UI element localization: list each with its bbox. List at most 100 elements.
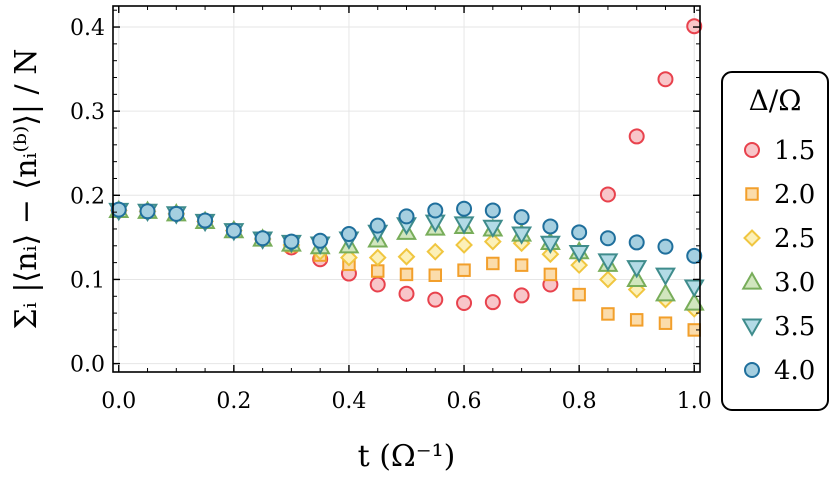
data-point: [486, 256, 500, 271]
legend-marker: [741, 271, 763, 290]
data-point: [368, 248, 387, 267]
data-point: [457, 263, 471, 277]
x-tick-label: 1.0: [677, 389, 712, 414]
data-point: [456, 295, 473, 312]
data-point: [139, 203, 156, 220]
data-point: [397, 247, 416, 266]
y-tick-label: 0.4: [70, 16, 105, 41]
data-point: [541, 245, 560, 264]
legend-item: 2.0: [745, 180, 815, 210]
data-point: [482, 219, 504, 239]
data-point: [654, 267, 676, 287]
x-tick-label: 0.2: [216, 389, 251, 414]
data-point: [312, 232, 329, 249]
data-point: [168, 205, 185, 222]
data-point: [484, 294, 501, 311]
data-point: [110, 201, 127, 218]
legend-item: 2.5: [743, 224, 815, 254]
legend-item: 1.5: [744, 136, 815, 166]
data-point: [197, 212, 214, 229]
data-point: [426, 242, 445, 261]
axis-ticks: 0.0 0.2 0.4 0.6 0.8 1.0 0.0 0.1 0.2 0.3 0.4: [70, 6, 712, 414]
data-point: [654, 282, 676, 302]
legend-item: 3.5: [741, 312, 815, 342]
legend-label: 2.5: [774, 224, 815, 254]
data-point: [369, 217, 386, 234]
data-point: [657, 71, 674, 88]
data-point: [513, 287, 530, 304]
data-point: [571, 224, 588, 241]
data-point: [369, 276, 386, 293]
x-axis-label: t (Ω⁻¹): [358, 439, 456, 474]
data-point: [601, 307, 615, 321]
data-point: [683, 292, 705, 311]
data-point: [511, 226, 533, 245]
legend-label: 2.0: [774, 180, 815, 210]
data-point: [340, 226, 357, 243]
y-axis-label: Σᵢ |⟨nᵢ⟩ − ⟨nᵢ⁽ᵇ⁾⟩| / N: [9, 49, 44, 330]
data-point: [626, 260, 648, 279]
legend-label: 4.0: [774, 356, 815, 386]
data-point: [599, 186, 616, 203]
data-point: [572, 287, 586, 302]
data-point: [657, 238, 674, 255]
legend-marker: [744, 362, 760, 378]
data-point: [254, 230, 271, 247]
legend-item: 4.0: [744, 356, 815, 386]
data-point: [398, 285, 415, 302]
data-point: [628, 234, 645, 251]
data-point: [570, 256, 589, 275]
data-point: [658, 316, 673, 330]
data-point: [629, 313, 644, 327]
legend-marker: [745, 187, 759, 201]
data-point: [453, 216, 475, 235]
data-point: [225, 222, 242, 239]
legend-marker: [741, 318, 763, 337]
data-point: [568, 244, 590, 264]
legend: Δ/Ω 1.5 2.0 2.5 3.0 3.5 4.0: [721, 71, 829, 411]
legend-items: 1.5 2.0 2.5 3.0 3.5 4.0: [741, 136, 815, 386]
data-point: [428, 268, 443, 282]
y-tick-label: 0.3: [70, 100, 105, 125]
data-point: [513, 209, 530, 226]
legend-marker: [743, 229, 761, 247]
data-point: [628, 128, 645, 145]
x-tick-label: 0.8: [562, 389, 597, 414]
data-point: [484, 202, 501, 219]
legend-label: 1.5: [774, 136, 815, 166]
data-point: [399, 267, 414, 282]
data-point: [683, 279, 705, 298]
y-tick-label: 0.0: [70, 353, 105, 378]
data-point: [370, 264, 385, 278]
data-marks: [108, 18, 705, 337]
data-point: [398, 208, 415, 225]
legend-title: Δ/Ω: [749, 84, 802, 117]
data-point: [686, 18, 703, 35]
data-point: [597, 253, 619, 272]
y-tick-label: 0.1: [70, 268, 105, 293]
data-point: [599, 270, 617, 289]
data-point: [283, 233, 300, 250]
legend-label: 3.5: [774, 312, 815, 342]
x-tick-label: 0.6: [447, 389, 482, 414]
data-point: [543, 267, 558, 282]
x-tick-label: 0.4: [331, 389, 366, 414]
data-point: [427, 291, 444, 308]
legend-marker: [744, 142, 760, 158]
data-point: [686, 247, 703, 264]
x-tick-label: 0.0: [101, 389, 136, 414]
legend-item: 3.0: [741, 268, 815, 298]
data-point: [542, 218, 559, 235]
data-point: [539, 235, 561, 255]
data-point: [340, 248, 358, 267]
series-4-0: [110, 200, 703, 264]
data-point: [455, 236, 473, 254]
legend-label: 3.0: [774, 268, 815, 298]
data-point: [427, 202, 444, 219]
data-point: [456, 200, 473, 217]
data-point: [599, 230, 616, 247]
data-point: [483, 232, 502, 251]
data-point: [514, 258, 529, 272]
y-tick-label: 0.2: [70, 184, 105, 209]
